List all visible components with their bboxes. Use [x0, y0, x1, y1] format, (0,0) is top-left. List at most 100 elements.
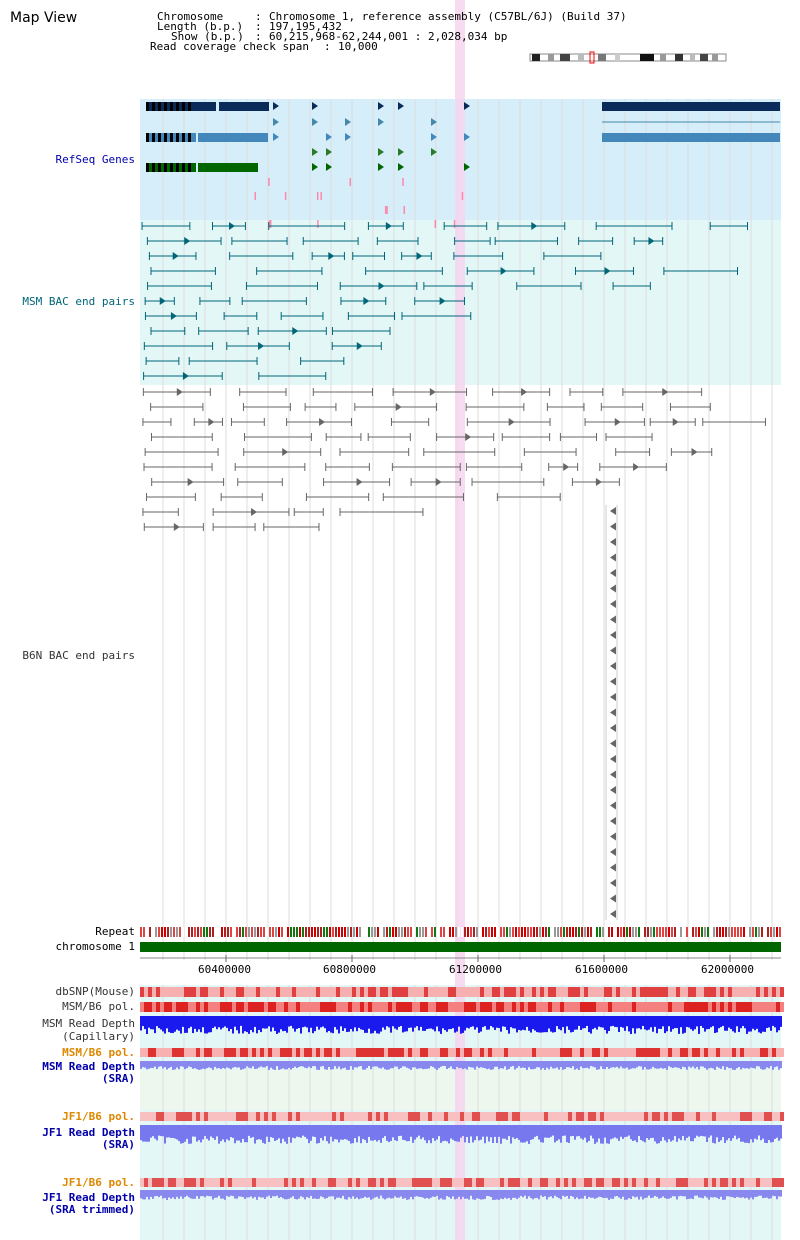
msm-read-depth-sra-label[interactable]: MSM Read Depth: [42, 1060, 135, 1073]
heat-strip-cell: [624, 987, 628, 997]
depth-bar: [652, 1125, 654, 1138]
heat-strip-cell: [408, 987, 412, 997]
depth-bar: [192, 1125, 194, 1137]
depth-bar: [590, 1125, 592, 1136]
depth-bar: [426, 1061, 428, 1069]
depth-bar: [738, 1190, 740, 1198]
depth-bar: [186, 1061, 188, 1069]
depth-bar: [424, 1190, 426, 1199]
exon-mark: [176, 133, 179, 142]
heat-strip-cell: [620, 1048, 624, 1057]
depth-bar: [732, 1061, 734, 1070]
depth-bar: [746, 1125, 748, 1143]
depth-bar: [730, 1016, 732, 1029]
msm-bac-end-pairs-label[interactable]: MSM BAC end pairs: [22, 295, 135, 308]
depth-bar: [736, 1190, 738, 1197]
msm-b6-pol-label[interactable]: MSM/B6 pol.: [62, 1000, 135, 1013]
depth-bar: [230, 1061, 232, 1070]
heat-strip-cell: [144, 1178, 148, 1187]
jf1-b6-pol-trimmed-label[interactable]: JF1/B6 pol.: [62, 1176, 135, 1189]
depth-bar: [630, 1190, 632, 1200]
depth-bar: [506, 1061, 508, 1070]
depth-bar: [140, 1061, 142, 1069]
repeat-mark: [281, 927, 283, 937]
repeat-mark: [671, 927, 673, 937]
depth-bar: [354, 1061, 356, 1068]
repeat-mark: [329, 927, 331, 937]
repeat-mark: [230, 927, 232, 937]
depth-bar: [682, 1061, 684, 1067]
repeat-mark: [755, 927, 757, 937]
depth-bar: [272, 1190, 274, 1197]
heat-strip-cell: [220, 1178, 224, 1187]
heat-strip-cell: [400, 1178, 404, 1187]
heat-strip-cell: [588, 1002, 592, 1012]
b6n-bac-end-pairs-label[interactable]: B6N BAC end pairs: [22, 649, 135, 662]
depth-bar: [770, 1061, 772, 1066]
depth-bar: [322, 1061, 324, 1067]
depth-bar: [204, 1061, 206, 1070]
heat-strip-cell: [296, 1048, 300, 1057]
depth-bar: [338, 1190, 340, 1198]
heat-strip-cell: [552, 1048, 556, 1057]
heat-strip-cell: [520, 987, 524, 997]
depth-bar: [150, 1190, 152, 1197]
depth-bar: [302, 1190, 304, 1198]
depth-bar: [468, 1016, 470, 1029]
heat-strip-cell: [572, 1002, 576, 1012]
heat-strip-cell: [268, 1112, 272, 1121]
heat-strip-cell: [176, 1002, 180, 1012]
depth-bar: [252, 1061, 254, 1067]
depth-bar: [332, 1061, 334, 1070]
depth-bar: [452, 1016, 454, 1029]
depth-bar: [758, 1190, 760, 1196]
heat-strip-cell: [544, 1178, 548, 1187]
heat-strip-cell: [204, 1112, 208, 1121]
jf1-read-depth-trimmed-label[interactable]: JF1 Read Depth: [42, 1191, 135, 1204]
jf1-b6-pol-label[interactable]: JF1/B6 pol.: [62, 1110, 135, 1123]
depth-bar: [750, 1061, 752, 1068]
depth-bar: [228, 1016, 230, 1032]
depth-bar: [638, 1190, 640, 1200]
depth-bar: [378, 1061, 380, 1068]
depth-bar: [652, 1061, 654, 1067]
depth-bar: [702, 1016, 704, 1028]
depth-bar: [144, 1016, 146, 1030]
refseq-genes-label[interactable]: RefSeq Genes: [55, 153, 135, 166]
depth-bar: [444, 1125, 446, 1141]
ideogram-band: [532, 54, 540, 61]
dbsnp-label[interactable]: dbSNP(Mouse): [55, 985, 135, 998]
depth-bar: [618, 1125, 620, 1141]
heat-strip-cell: [564, 1002, 568, 1012]
depth-bar: [622, 1125, 624, 1139]
msm-b6-pol-sra-label[interactable]: MSM/B6 pol.: [62, 1046, 135, 1059]
depth-bar: [140, 1125, 142, 1141]
heat-strip-cell: [436, 1002, 440, 1012]
depth-bar: [556, 1016, 558, 1027]
heat-strip-cell: [380, 1178, 384, 1187]
heat-strip-cell: [708, 987, 712, 997]
repeat-mark: [590, 927, 592, 937]
heat-strip-cell: [512, 1048, 516, 1057]
depth-bar: [658, 1125, 660, 1144]
depth-bar: [406, 1061, 408, 1068]
jf1-read-depth-sra-label[interactable]: JF1 Read Depth: [42, 1126, 135, 1139]
repeat-mark: [191, 927, 193, 937]
bac-arrow: [439, 297, 446, 305]
depth-bar: [566, 1125, 568, 1143]
depth-bar: [162, 1190, 164, 1199]
depth-bar: [296, 1061, 298, 1069]
b6n-arrow: [610, 615, 616, 624]
msm-read-depth-capillary-label[interactable]: MSM Read Depth: [42, 1017, 135, 1030]
heat-strip-cell: [748, 1048, 752, 1057]
depth-bar: [254, 1190, 256, 1197]
bac-arrow: [604, 267, 611, 275]
depth-bar: [420, 1190, 422, 1198]
show-value: 60,215,968-62,244,001 : 2,028,034 bp: [269, 30, 508, 43]
repeat-mark: [545, 927, 547, 937]
depth-bar: [604, 1190, 606, 1198]
heat-strip-cell: [312, 1048, 316, 1057]
depth-bar: [150, 1061, 152, 1068]
heat-strip-cell: [744, 1048, 748, 1057]
depth-bar: [666, 1190, 668, 1199]
